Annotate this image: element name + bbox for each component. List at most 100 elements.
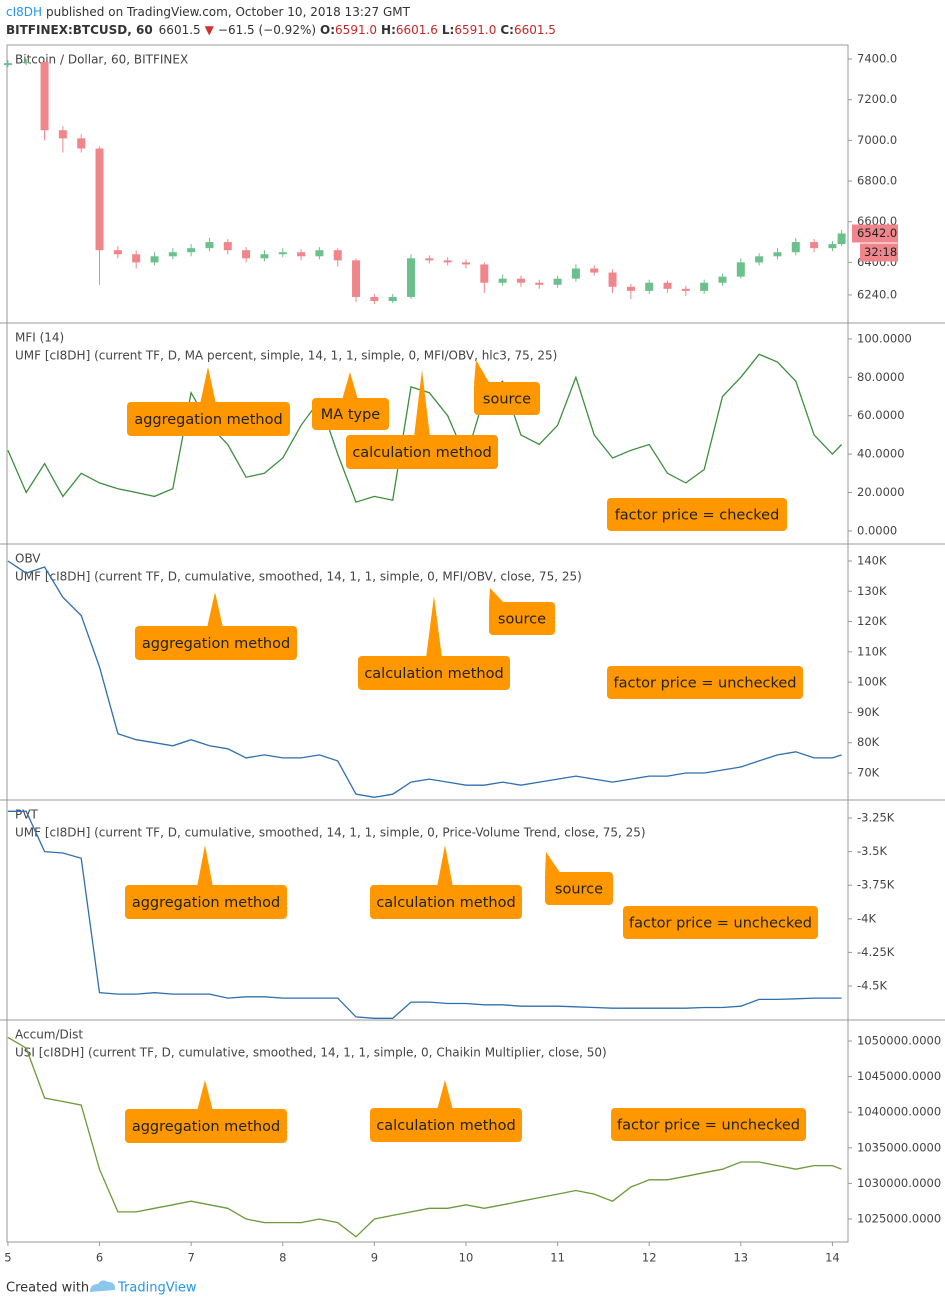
candle-body [718,276,727,283]
candle-body [608,272,617,287]
h-label: H: [381,23,396,37]
candle-body [837,233,846,245]
candle-body [700,282,709,291]
candle-body [278,252,287,255]
y-tick-label: 1025000.0000 [857,1212,941,1226]
candle-body [297,252,306,257]
x-tick-label: 12 [642,1251,657,1265]
last: 6601.5 [159,23,201,37]
y-tick-label: -3.75K [857,878,895,892]
x-tick-label: 5 [4,1251,11,1265]
last-price-label: 6542.0 [857,226,897,240]
o: 6591.0 [335,23,377,37]
annotation-pointer [197,845,213,887]
y-tick-label: 6800.0 [857,174,897,188]
y-tick-label: -4K [857,911,876,925]
pane-subtitle: UMF [cI8DH] (current TF, D, cumulative, … [15,826,646,840]
last-price-box [852,224,898,243]
annotation: calculation method [352,445,491,461]
candle-body [553,278,562,285]
candle-body [626,286,635,291]
y-tick-label: 7400.0 [857,52,897,66]
candle-body [168,252,177,257]
annotation: calculation method [376,1118,515,1134]
y-tick-label: -4.25K [857,945,895,959]
y-tick-label: 130K [857,584,887,598]
x-tick-label: 13 [733,1251,748,1265]
x-tick-label: 11 [550,1251,565,1265]
candle-body [77,138,86,149]
annotation-pointer [342,372,358,400]
change: −61.5 (−0.92%) [218,23,316,37]
candle-body [260,254,269,259]
candle-body [22,62,31,64]
published: published on TradingView.com, October 10… [46,5,411,19]
candle-body [370,296,379,302]
annotation-pointer [437,1080,453,1110]
x-tick-label: 8 [279,1251,286,1265]
candle-body [407,258,416,297]
author[interactable]: cI8DH [6,5,42,19]
annotation-box [607,666,803,699]
y-tick-label: 140K [857,553,887,567]
candle-body [663,282,672,289]
countdown-box [860,243,898,262]
y-tick-label: 90K [857,705,880,719]
candle-body [571,268,580,279]
annotation: factor price = unchecked [617,1118,800,1134]
candle-body [150,256,159,263]
candle-body [187,248,196,253]
candle-body [498,278,507,283]
annotation-box [370,1108,522,1142]
o-label: O: [320,23,335,37]
candle-body [388,296,397,302]
x-tick-label: 14 [825,1251,840,1265]
x-tick-label: 6 [96,1251,103,1265]
candle-body [535,282,544,285]
candle-body [480,264,489,283]
annotation-box [125,1109,287,1143]
footer-created: Created with [6,1281,89,1296]
annotation-box [127,402,290,436]
h: 6601.6 [396,23,438,37]
annotation: calculation method [376,895,515,911]
candle-body [828,244,837,249]
annotation: factor price = unchecked [629,916,812,932]
footer-brand[interactable]: TradingView [117,1281,197,1296]
candle-body [95,148,104,251]
annotation: aggregation method [132,895,280,911]
annotation: source [555,882,603,898]
annotation-box [474,382,540,415]
x-tick-label: 9 [371,1251,378,1265]
annotation-pointer [200,367,216,404]
pane-title: Bitcoin / Dollar, 60, BITFINEX [15,53,188,67]
annotation-box [489,602,555,635]
y-tick-label: 120K [857,614,887,628]
candle-body [516,278,525,283]
candle-body [461,262,470,265]
charts: 7400.07200.07000.06800.06600.06400.06240… [0,44,945,1265]
y-tick-label: 1030000.0000 [857,1176,941,1190]
y-tick-label: 7200.0 [857,92,897,106]
c-label: C: [500,23,514,37]
candle-body [425,258,434,261]
c: 6601.5 [514,23,556,37]
y-tick-label: 1045000.0000 [857,1069,941,1083]
candle-body [810,242,819,249]
l: 6591.0 [454,23,496,37]
candle-body [791,242,800,253]
y-tick-label: 0.0000 [857,523,897,537]
candle-body [242,250,251,259]
x-tick-label: 10 [459,1251,474,1265]
y-tick-label: 80K [857,735,880,749]
annotation: aggregation method [142,636,290,652]
arrow: ▼ [205,23,215,37]
y-tick-label: 40.0000 [857,447,905,461]
logo [90,1280,116,1292]
annotation: factor price = checked [615,508,780,524]
pane-title: PVT [15,808,38,822]
annotation-pointer [474,360,490,384]
y-tick-label: 110K [857,644,887,658]
annotation-box [312,398,389,430]
